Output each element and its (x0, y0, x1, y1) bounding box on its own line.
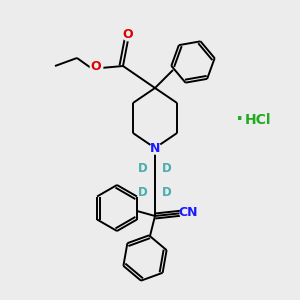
Text: D: D (138, 185, 148, 199)
Text: O: O (123, 28, 133, 40)
Text: HCl: HCl (245, 113, 271, 127)
Text: ·: · (236, 110, 244, 130)
Text: D: D (162, 185, 172, 199)
Text: D: D (162, 163, 172, 176)
Text: O: O (91, 61, 101, 74)
Text: D: D (138, 163, 148, 176)
Text: CN: CN (178, 206, 198, 220)
Text: N: N (150, 142, 160, 154)
